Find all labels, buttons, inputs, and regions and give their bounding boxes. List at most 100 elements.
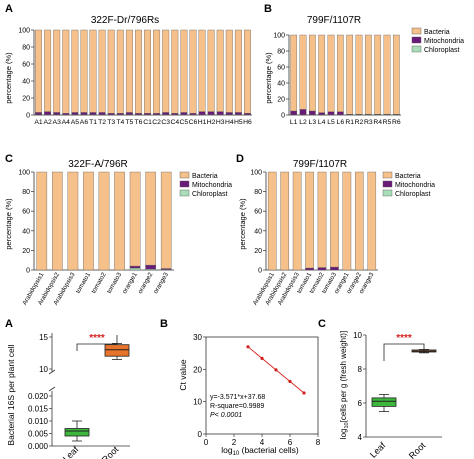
x-tick-label: A6 — [80, 119, 89, 126]
bar-bacteria — [62, 29, 70, 114]
x-tick-label: H5 — [234, 119, 243, 126]
y-tick-label: 0 — [198, 430, 203, 439]
bar-mitochondria — [305, 267, 314, 271]
y-tick-label: 30 — [193, 333, 202, 342]
x-tick-label: R4 — [373, 119, 382, 126]
legend-label: Bacteria — [424, 29, 450, 36]
ylabel-a-bottom: Bacterial 16S per plant cell — [6, 344, 16, 445]
bar-bacteria — [35, 29, 42, 113]
panel-c-mid: C 322F-A/796R percentage (%) 0 20 40 60 80 10… — [4, 153, 232, 307]
bar-mitochondria — [144, 113, 151, 115]
bar-mitochondria — [107, 113, 115, 115]
bar-bacteria — [125, 29, 133, 113]
bar-mitochondria — [135, 113, 142, 115]
x-tick-label: 6 — [288, 438, 293, 447]
y-tick-label: 0 — [26, 268, 30, 275]
x-tick-label: L4 — [318, 119, 326, 126]
x-tick-label: C1 — [143, 119, 152, 126]
significance-stars: **** — [89, 333, 105, 344]
title-b-top: 799F/1107R — [307, 15, 361, 26]
bar-bacteria — [52, 171, 63, 271]
bar-mitochondria — [225, 112, 233, 115]
title-c-mid: 322F-A/796R — [68, 159, 127, 170]
legend-swatch — [411, 36, 422, 44]
x-tick-label: L3 — [309, 119, 317, 126]
x-tick-label: C5 — [180, 119, 189, 126]
x-tick-label: A2 — [43, 119, 52, 126]
panel-label-a-bottom: A — [5, 318, 13, 330]
panel-label-c-bottom: C — [318, 318, 326, 330]
bar-mitochondria — [98, 112, 106, 115]
plot-c-mid: 020406080100Arabidopsis1Arabidopsis2Arab… — [18, 170, 232, 307]
x-tick-label: T1 — [89, 119, 97, 126]
bar-mitochondria — [44, 111, 52, 115]
y-tick-label: 40 — [277, 81, 285, 88]
bar-mitochondria — [189, 113, 197, 115]
bar-mitochondria — [162, 112, 170, 115]
x-tick-label: 2 — [232, 438, 237, 447]
bar-bacteria — [336, 34, 344, 112]
box-leaf — [64, 428, 90, 437]
x-tick-label: C2 — [152, 119, 161, 126]
x-tick-label: H2 — [207, 119, 216, 126]
y-tick-label: 60 — [22, 209, 30, 216]
x-tick-label: R1 — [345, 119, 354, 126]
x-tick-label: 8 — [316, 438, 321, 447]
bar-bacteria — [98, 171, 110, 271]
bar-bacteria — [67, 171, 79, 271]
y-tick-label: 20 — [193, 365, 202, 374]
x-tick-label: R6 — [392, 119, 401, 126]
bar-mitochondria — [80, 112, 88, 115]
x-tick-label: T4 — [116, 119, 124, 126]
bar-bacteria — [71, 29, 79, 113]
y-tick-label: 0.000 — [28, 442, 49, 451]
x-tick-label: 0 — [204, 438, 209, 447]
bar-bacteria — [299, 34, 307, 110]
y-tick-label: 20 — [277, 97, 285, 104]
panel-b-top: B 799F/1107R percentage (%) 0 20 40 60 80 100… — [264, 3, 464, 126]
bar-bacteria — [107, 29, 115, 114]
bar-mitochondria — [317, 267, 327, 271]
bar-mitochondria — [125, 112, 133, 115]
significance-bracket — [383, 343, 425, 361]
x-tick-label: R2 — [355, 119, 364, 126]
bar-bacteria — [318, 34, 326, 113]
y-tick-label: 100 — [250, 170, 262, 177]
bar-mitochondria — [62, 113, 70, 115]
x-tick-label: C3 — [161, 119, 170, 126]
legend-swatch — [179, 171, 190, 179]
y-tick-label: 8 — [358, 365, 363, 374]
x-tick-label: T2 — [98, 119, 106, 126]
bar-bacteria — [317, 171, 327, 268]
y-tick-label: 0.015 — [28, 405, 49, 414]
y-tick-label: 80 — [22, 189, 30, 196]
y-tick-label: 0.005 — [28, 430, 49, 439]
bar-bacteria — [114, 171, 125, 271]
bar-bacteria — [355, 171, 364, 271]
bar-bacteria — [198, 29, 206, 112]
ylabel-b-top: percentage (%) — [264, 52, 273, 104]
y-tick-label: 0.020 — [28, 392, 49, 401]
bar-bacteria — [83, 171, 94, 271]
plot-d-mid: 020406080100Arabidopsis1Arabidopsis2Arab… — [250, 170, 435, 307]
bar-bacteria — [305, 171, 314, 269]
bar-mitochondria — [216, 111, 224, 115]
legend-label: Chloroplast — [192, 191, 227, 198]
bar-bacteria — [135, 29, 142, 114]
bar-mitochondria — [71, 112, 79, 115]
bar-mitochondria — [180, 112, 188, 115]
bar-bacteria — [367, 171, 377, 271]
y-tick-label: 0 — [258, 268, 262, 275]
bar-bacteria — [327, 34, 335, 112]
bar-bacteria — [53, 29, 61, 113]
bar-bacteria — [392, 34, 400, 115]
bar-mitochondria — [35, 112, 42, 115]
bar-bacteria — [225, 29, 233, 113]
box-leaf — [371, 397, 397, 407]
bar-bacteria — [98, 29, 106, 113]
panel-b-bottom: B Ct value log10 (bacterial cells) 01020… — [160, 318, 321, 457]
y-tick-label: 15 — [39, 333, 48, 342]
y-tick-label: 100 — [273, 33, 285, 40]
ylabel-b-bottom: Ct value — [178, 359, 188, 390]
x-tick-label: T5 — [125, 119, 133, 126]
